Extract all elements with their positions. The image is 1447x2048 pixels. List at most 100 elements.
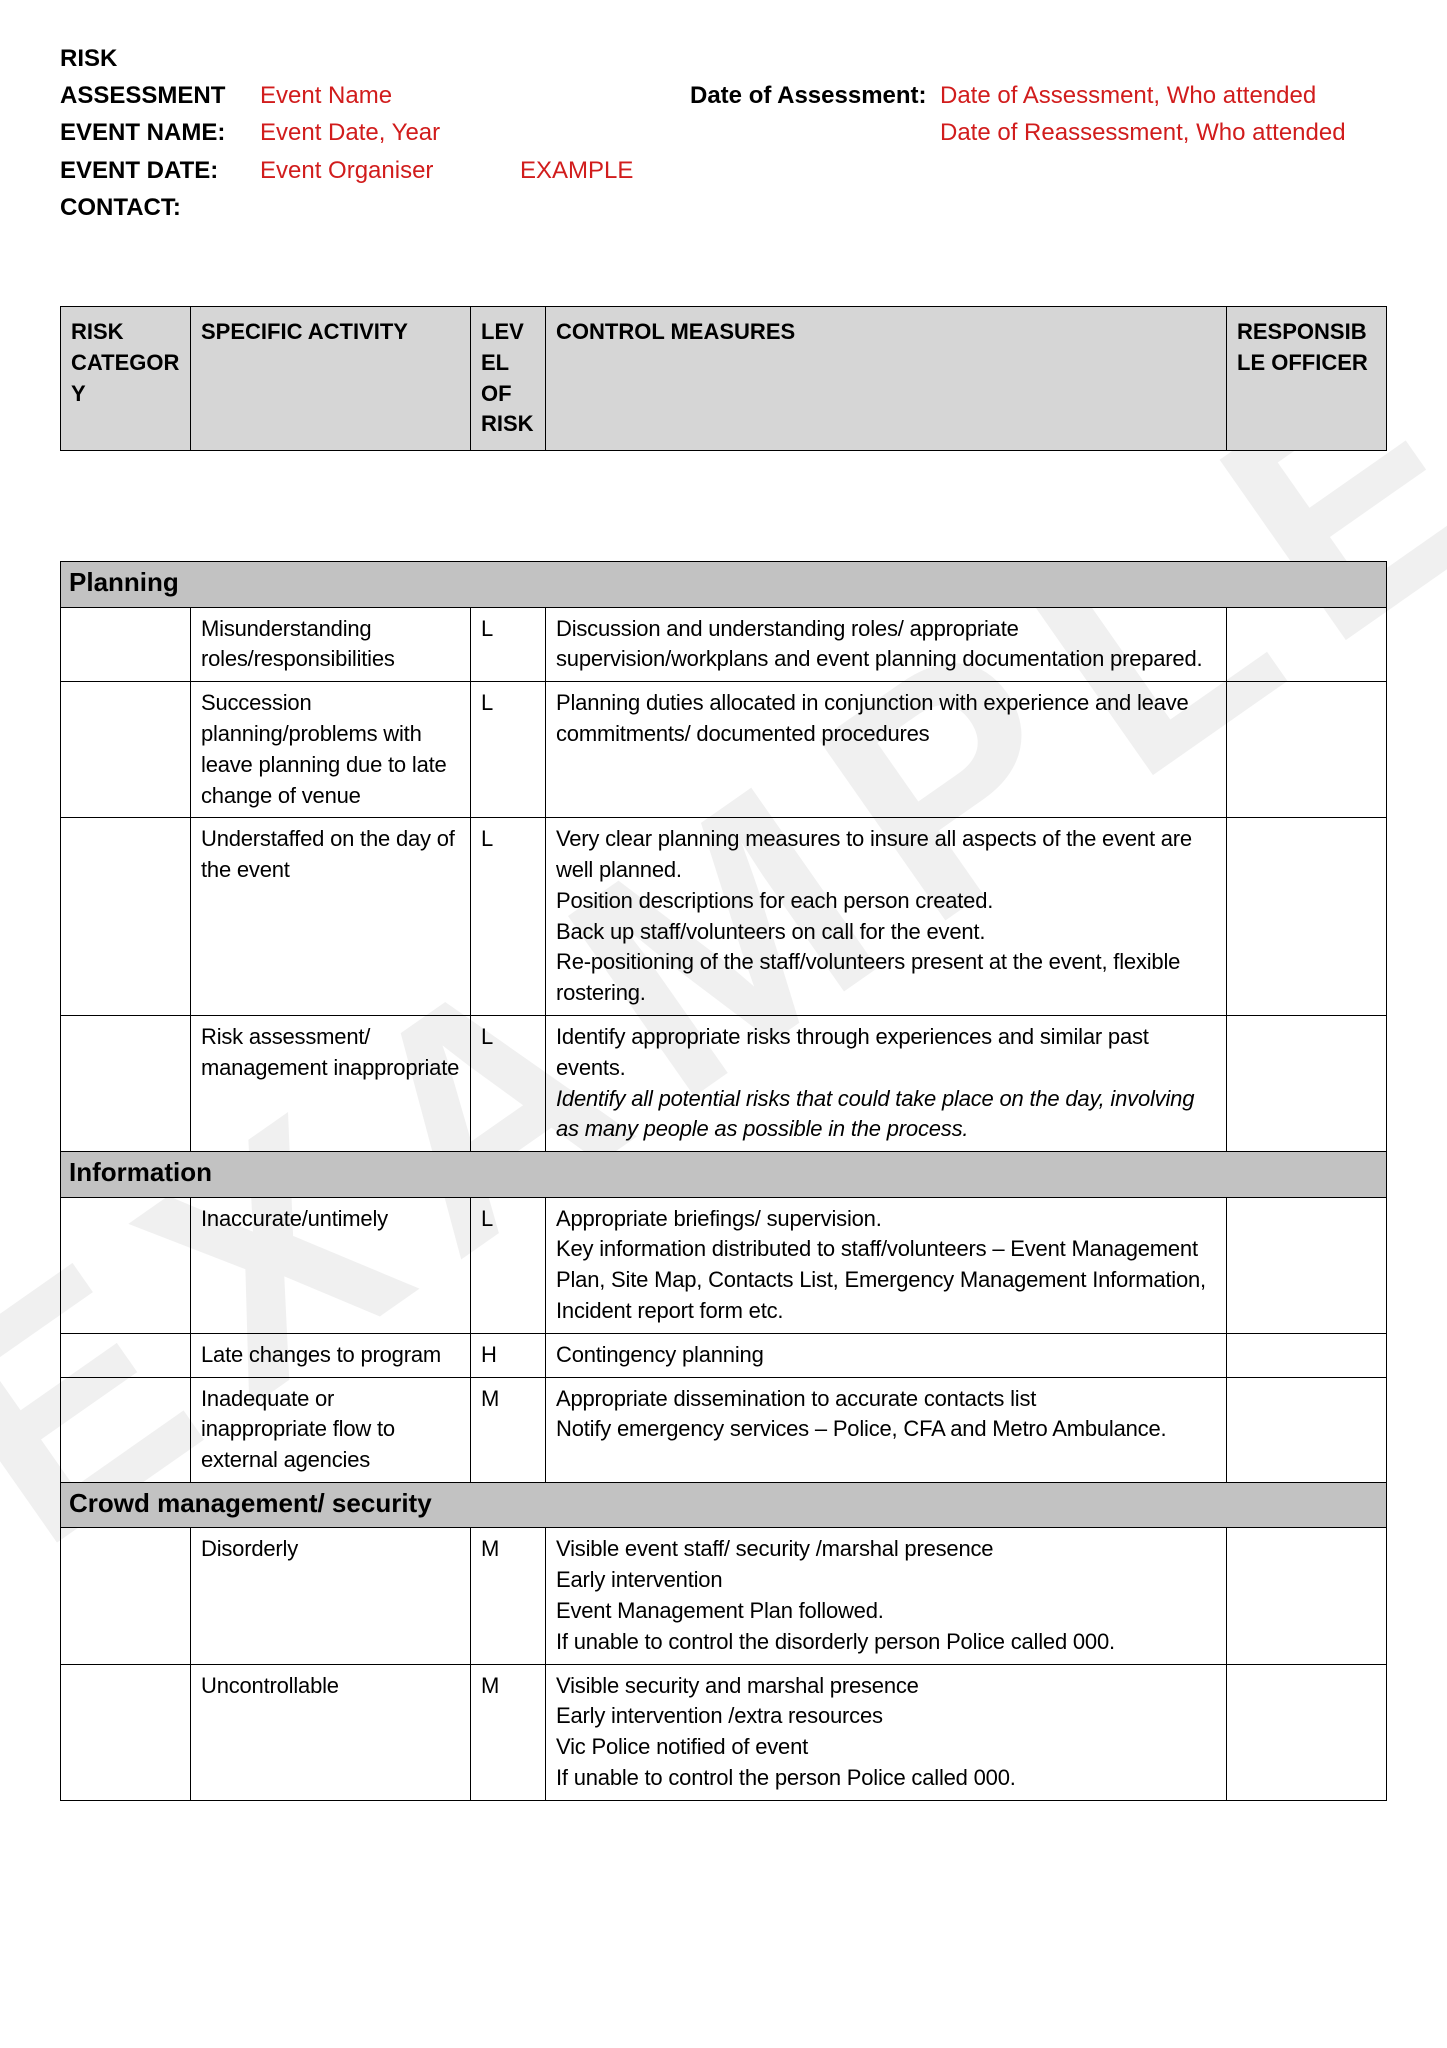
control-line: Visible event staff/ security /marshal p… bbox=[556, 1534, 1216, 1565]
cell-specific-activity: Misunderstanding roles/responsibilities bbox=[191, 607, 471, 682]
control-line: If unable to control the person Police c… bbox=[556, 1763, 1216, 1794]
section-title: Planning bbox=[61, 562, 1387, 607]
cell-risk-category bbox=[61, 607, 191, 682]
cell-specific-activity: Disorderly bbox=[191, 1528, 471, 1664]
table-row: Inaccurate/untimelyLAppropriate briefing… bbox=[61, 1197, 1387, 1333]
cell-control-measures: Contingency planning bbox=[546, 1333, 1227, 1377]
cell-responsible-officer bbox=[1226, 1377, 1386, 1482]
value-assessment-line1: Date of Assessment, Who attended bbox=[940, 77, 1387, 114]
header-assessment-value-col: Date of Assessment, Who attended Date of… bbox=[940, 40, 1387, 226]
cell-risk-category bbox=[61, 1016, 191, 1152]
cell-level-of-risk: H bbox=[471, 1333, 546, 1377]
cell-specific-activity: Succession planning/problems with leave … bbox=[191, 682, 471, 818]
header-assessment-label-col: Date of Assessment: bbox=[690, 40, 940, 226]
document-header: RISK ASSESSMENT EVENT NAME: EVENT DATE: … bbox=[60, 40, 1387, 226]
cell-control-measures: Visible event staff/ security /marshal p… bbox=[546, 1528, 1227, 1664]
col-responsible-officer: RESPONSIBLE OFFICER bbox=[1227, 306, 1387, 450]
value-event-date: Event Date, Year bbox=[260, 114, 520, 151]
cell-risk-category bbox=[61, 1333, 191, 1377]
control-line: Key information distributed to staff/vol… bbox=[556, 1234, 1216, 1326]
label-event-date: EVENT DATE: bbox=[60, 152, 260, 189]
cell-level-of-risk: L bbox=[471, 1016, 546, 1152]
control-line: Visible security and marshal presence bbox=[556, 1671, 1216, 1702]
control-line: Appropriate briefings/ supervision. bbox=[556, 1204, 1216, 1235]
cell-risk-category bbox=[61, 1377, 191, 1482]
section-title: Crowd management/ security bbox=[61, 1483, 1387, 1528]
value-contact: Event Organiser bbox=[260, 152, 520, 189]
col-specific-activity: SPECIFIC ACTIVITY bbox=[191, 306, 471, 450]
cell-responsible-officer bbox=[1226, 1333, 1386, 1377]
control-line: Identify all potential risks that could … bbox=[556, 1084, 1216, 1146]
control-line: Notify emergency services – Police, CFA … bbox=[556, 1414, 1216, 1445]
cell-responsible-officer bbox=[1226, 1664, 1386, 1800]
cell-risk-category bbox=[61, 1197, 191, 1333]
control-line: Very clear planning measures to insure a… bbox=[556, 824, 1216, 886]
header-values-col: Event Name Event Date, Year Event Organi… bbox=[260, 40, 520, 226]
cell-specific-activity: Inadequate or inappropriate flow to exte… bbox=[191, 1377, 471, 1482]
control-line: If unable to control the disorderly pers… bbox=[556, 1627, 1216, 1658]
section-row: Planning bbox=[61, 562, 1387, 607]
cell-level-of-risk: L bbox=[471, 607, 546, 682]
cell-control-measures: Identify appropriate risks through exper… bbox=[546, 1016, 1227, 1152]
cell-control-measures: Visible security and marshal presenceEar… bbox=[546, 1664, 1227, 1800]
control-line: Position descriptions for each person cr… bbox=[556, 886, 1216, 917]
control-line: Discussion and understanding roles/ appr… bbox=[556, 614, 1216, 676]
cell-responsible-officer bbox=[1226, 1016, 1386, 1152]
table-row: Misunderstanding roles/responsibilitiesL… bbox=[61, 607, 1387, 682]
section-row: Crowd management/ security bbox=[61, 1483, 1387, 1528]
cell-specific-activity: Late changes to program bbox=[191, 1333, 471, 1377]
cell-control-measures: Appropriate briefings/ supervision.Key i… bbox=[546, 1197, 1227, 1333]
cell-level-of-risk: M bbox=[471, 1377, 546, 1482]
label-date-of-assessment: Date of Assessment: bbox=[690, 77, 940, 114]
cell-control-measures: Very clear planning measures to insure a… bbox=[546, 818, 1227, 1016]
table-row: UncontrollableMVisible security and mars… bbox=[61, 1664, 1387, 1800]
control-line: Early intervention /extra resources bbox=[556, 1701, 1216, 1732]
control-line: Contingency planning bbox=[556, 1340, 1216, 1371]
table-row: Risk assessment/ management inappropriat… bbox=[61, 1016, 1387, 1152]
cell-specific-activity: Risk assessment/ management inappropriat… bbox=[191, 1016, 471, 1152]
section-row: Information bbox=[61, 1152, 1387, 1197]
control-line: Event Management Plan followed. bbox=[556, 1596, 1216, 1627]
cell-responsible-officer bbox=[1226, 1528, 1386, 1664]
cell-control-measures: Discussion and understanding roles/ appr… bbox=[546, 607, 1227, 682]
control-line: Identify appropriate risks through exper… bbox=[556, 1022, 1216, 1084]
table-row: Inadequate or inappropriate flow to exte… bbox=[61, 1377, 1387, 1482]
cell-risk-category bbox=[61, 1528, 191, 1664]
cell-level-of-risk: L bbox=[471, 682, 546, 818]
cell-responsible-officer bbox=[1226, 682, 1386, 818]
cell-level-of-risk: M bbox=[471, 1664, 546, 1800]
col-control-measures: CONTROL MEASURES bbox=[546, 306, 1227, 450]
control-line: Re-positioning of the staff/volunteers p… bbox=[556, 947, 1216, 1009]
control-line: Planning duties allocated in conjunction… bbox=[556, 688, 1216, 750]
cell-responsible-officer bbox=[1226, 607, 1386, 682]
table-header-row: RISK CATEGORY SPECIFIC ACTIVITY LEVEL OF… bbox=[61, 306, 1387, 450]
col-level-of-risk: LEVEL OF RISK bbox=[471, 306, 546, 450]
table-row: DisorderlyMVisible event staff/ security… bbox=[61, 1528, 1387, 1664]
table-row: Understaffed on the day of the eventLVer… bbox=[61, 818, 1387, 1016]
section-title: Information bbox=[61, 1152, 1387, 1197]
label-event-name: EVENT NAME: bbox=[60, 114, 260, 151]
cell-specific-activity: Inaccurate/untimely bbox=[191, 1197, 471, 1333]
cell-specific-activity: Uncontrollable bbox=[191, 1664, 471, 1800]
col-risk-category: RISK CATEGORY bbox=[61, 306, 191, 450]
cell-level-of-risk: L bbox=[471, 1197, 546, 1333]
control-line: Early intervention bbox=[556, 1565, 1216, 1596]
control-line: Appropriate dissemination to accurate co… bbox=[556, 1384, 1216, 1415]
cell-risk-category bbox=[61, 1664, 191, 1800]
doc-title: RISK ASSESSMENT bbox=[60, 40, 260, 114]
value-event-name: Event Name bbox=[260, 77, 520, 114]
cell-control-measures: Planning duties allocated in conjunction… bbox=[546, 682, 1227, 818]
table-spacer bbox=[60, 451, 1387, 481]
cell-level-of-risk: L bbox=[471, 818, 546, 1016]
risk-table: RISK CATEGORY SPECIFIC ACTIVITY LEVEL OF… bbox=[60, 306, 1387, 451]
cell-responsible-officer bbox=[1226, 818, 1386, 1016]
cell-responsible-officer bbox=[1226, 1197, 1386, 1333]
header-example-col: EXAMPLE bbox=[520, 40, 690, 226]
risk-table-body: PlanningMisunderstanding roles/responsib… bbox=[60, 561, 1387, 1801]
table-row: Succession planning/problems with leave … bbox=[61, 682, 1387, 818]
label-contact: CONTACT: bbox=[60, 189, 260, 226]
cell-specific-activity: Understaffed on the day of the event bbox=[191, 818, 471, 1016]
control-line: Back up staff/volunteers on call for the… bbox=[556, 917, 1216, 948]
value-example: EXAMPLE bbox=[520, 152, 690, 189]
value-assessment-line2: Date of Reassessment, Who attended bbox=[940, 114, 1387, 151]
